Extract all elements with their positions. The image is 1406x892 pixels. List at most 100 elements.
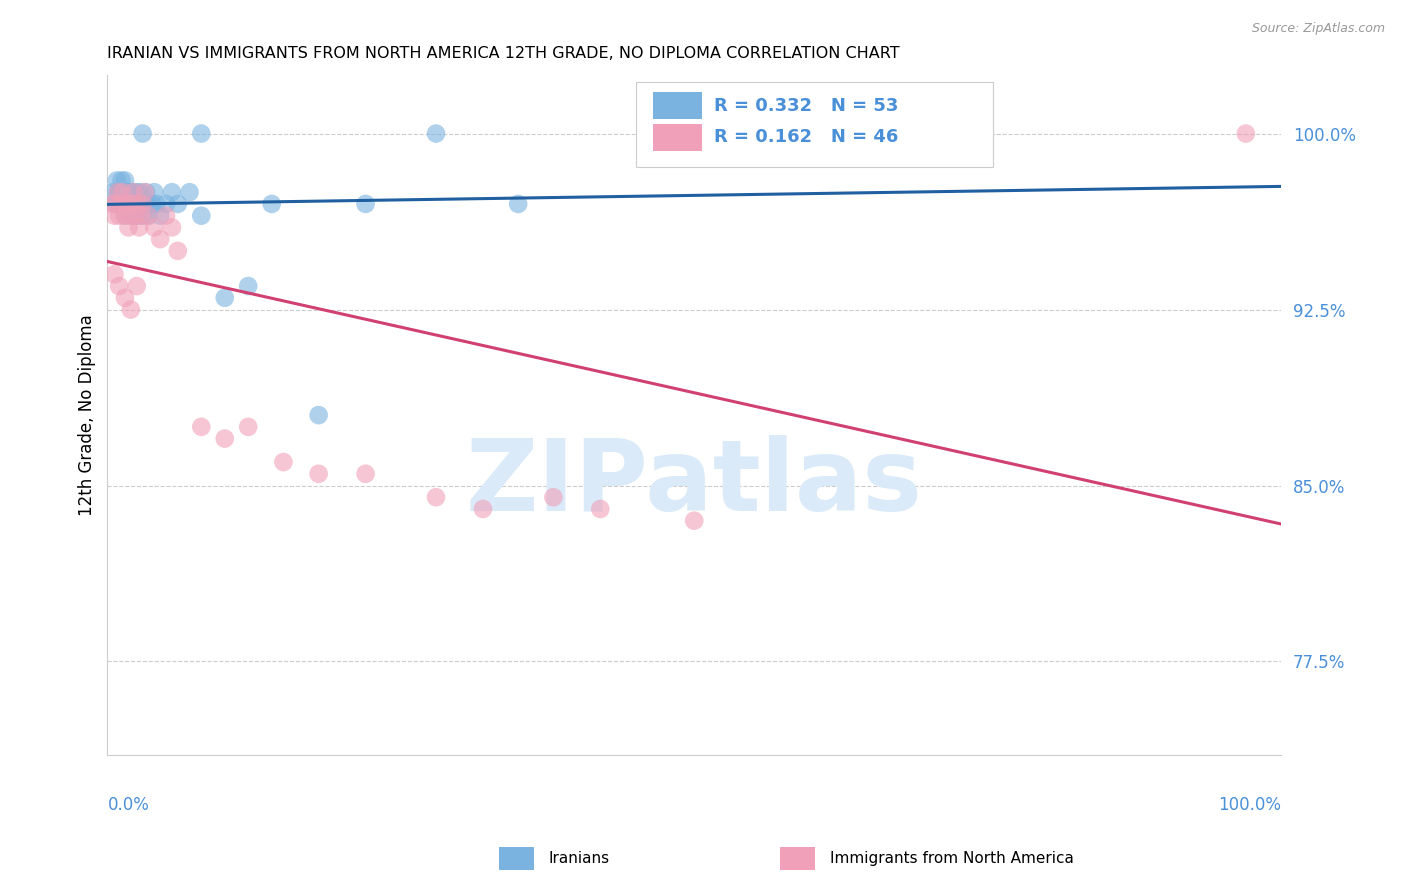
Point	[104, 197, 127, 211]
Point	[117, 197, 139, 211]
Point	[112, 185, 135, 199]
Point	[103, 185, 125, 199]
Point	[108, 209, 131, 223]
Point	[471, 502, 494, 516]
Point	[143, 185, 166, 199]
Point	[124, 197, 146, 211]
Point	[143, 220, 166, 235]
Point	[354, 467, 377, 481]
Point	[425, 127, 447, 141]
Text: R = 0.332   N = 53: R = 0.332 N = 53	[714, 96, 898, 114]
Point	[124, 209, 146, 223]
Point	[683, 514, 706, 528]
Point	[121, 197, 143, 211]
Point	[115, 197, 138, 211]
Text: R = 0.162   N = 46: R = 0.162 N = 46	[714, 128, 898, 146]
Point	[238, 420, 260, 434]
Point	[149, 209, 172, 223]
Point	[131, 197, 153, 211]
Point	[131, 209, 153, 223]
Point	[273, 455, 295, 469]
Point	[238, 279, 260, 293]
Text: Iranians: Iranians	[548, 851, 609, 865]
Point	[141, 197, 163, 211]
Point	[117, 185, 139, 199]
Point	[138, 209, 160, 223]
Point	[508, 197, 530, 211]
Point	[166, 197, 188, 211]
Point	[425, 490, 447, 504]
Point	[190, 209, 212, 223]
Point	[128, 197, 150, 211]
Point	[111, 185, 134, 199]
Point	[121, 197, 143, 211]
Point	[104, 197, 127, 211]
Point	[354, 197, 377, 211]
Point	[125, 279, 148, 293]
Point	[120, 185, 142, 199]
FancyBboxPatch shape	[654, 92, 703, 120]
Point	[166, 244, 188, 258]
Point	[543, 490, 565, 504]
Point	[117, 185, 139, 199]
Point	[114, 173, 136, 187]
Point	[214, 432, 236, 446]
Point	[160, 220, 183, 235]
Point	[308, 467, 330, 481]
Point	[260, 197, 283, 211]
FancyBboxPatch shape	[654, 124, 703, 151]
Point	[110, 173, 132, 187]
Y-axis label: 12th Grade, No Diploma: 12th Grade, No Diploma	[79, 314, 96, 516]
Point	[120, 302, 142, 317]
Point	[117, 220, 139, 235]
Point	[122, 197, 145, 211]
Point	[190, 420, 212, 434]
Point	[135, 185, 157, 199]
Text: 0.0%: 0.0%	[107, 797, 149, 814]
Point	[107, 185, 129, 199]
Point	[110, 197, 132, 211]
Point	[101, 197, 124, 211]
Point	[108, 197, 131, 211]
Point	[111, 197, 134, 211]
Point	[103, 268, 125, 282]
Point	[589, 502, 612, 516]
Point	[179, 185, 201, 199]
Point	[128, 220, 150, 235]
Point	[155, 209, 177, 223]
Point	[105, 173, 128, 187]
Point	[125, 197, 148, 211]
Point	[125, 209, 148, 223]
Point	[118, 197, 141, 211]
Text: 100.0%: 100.0%	[1218, 797, 1281, 814]
Point	[125, 185, 148, 199]
Point	[149, 232, 172, 246]
Point	[134, 185, 156, 199]
Point	[190, 127, 212, 141]
Point	[127, 197, 149, 211]
Point	[114, 291, 136, 305]
Point	[134, 197, 156, 211]
Point	[107, 185, 129, 199]
Point	[214, 291, 236, 305]
Point	[131, 197, 153, 211]
Text: Source: ZipAtlas.com: Source: ZipAtlas.com	[1251, 22, 1385, 36]
FancyBboxPatch shape	[636, 82, 994, 167]
Point	[120, 209, 142, 223]
Point	[115, 197, 138, 211]
Point	[131, 209, 153, 223]
Point	[120, 209, 142, 223]
Point	[1234, 127, 1257, 141]
Point	[122, 185, 145, 199]
Text: Immigrants from North America: Immigrants from North America	[830, 851, 1073, 865]
Point	[103, 209, 125, 223]
Point	[131, 127, 153, 141]
Point	[155, 197, 177, 211]
Point	[124, 209, 146, 223]
Point	[114, 209, 136, 223]
Point	[138, 197, 160, 211]
Point	[129, 185, 152, 199]
Text: IRANIAN VS IMMIGRANTS FROM NORTH AMERICA 12TH GRADE, NO DIPLOMA CORRELATION CHAR: IRANIAN VS IMMIGRANTS FROM NORTH AMERICA…	[107, 46, 900, 62]
Point	[122, 185, 145, 199]
Point	[145, 197, 167, 211]
